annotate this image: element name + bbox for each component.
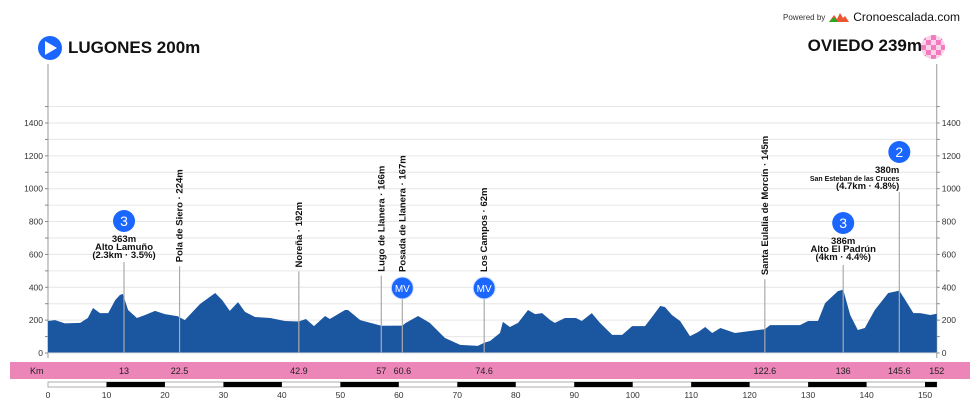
y-tick-label-left: 800 <box>29 217 43 227</box>
y-tick-label-left: 1000 <box>24 184 43 194</box>
x-tick-label: 90 <box>569 390 579 400</box>
start-label: LUGONES 200m <box>68 38 201 57</box>
y-tick-label-left: 200 <box>29 315 43 325</box>
y-tick-label-right: 1400 <box>942 118 961 128</box>
scale-segment <box>223 382 282 387</box>
x-tick-label: 40 <box>277 390 287 400</box>
km-mark: 152 <box>929 366 944 376</box>
km-mark: 145.6 <box>888 366 911 376</box>
x-tick-label: 0 <box>46 390 51 400</box>
y-tick-label-right: 400 <box>942 282 956 292</box>
x-tick-label: 60 <box>394 390 404 400</box>
y-tick-label-right: 0 <box>942 348 947 358</box>
climb-detail: (4km · 4.4%) <box>815 252 870 263</box>
y-tick-label-left: 600 <box>29 249 43 259</box>
scale-segment <box>691 382 750 387</box>
y-tick-label-right: 200 <box>942 315 956 325</box>
y-tick-label-left: 400 <box>29 282 43 292</box>
x-tick-label: 10 <box>102 390 112 400</box>
checkered-flag-icon <box>921 35 945 59</box>
climb-altitude: 386m <box>831 236 855 247</box>
km-mark: 60.6 <box>394 366 412 376</box>
climb-category-badge <box>113 210 136 232</box>
waypoint-label: Noreña · 192m <box>294 202 305 267</box>
km-band-label: Km <box>30 366 44 376</box>
km-mark: 13 <box>119 366 129 376</box>
waypoint-label: Santa Eulalia de Morcín · 145m <box>760 136 771 275</box>
sprint-badge-label: MV <box>395 284 410 295</box>
climb-altitude: 380m <box>875 165 899 176</box>
y-tick-label-left: 1400 <box>24 118 43 128</box>
climb-category-label: 2 <box>895 144 903 160</box>
x-tick-label: 80 <box>511 390 521 400</box>
start-header: LUGONES 200m <box>38 36 200 60</box>
brand-name: Cronoescalada.com <box>853 10 960 24</box>
km-mark: 74.6 <box>475 366 493 376</box>
km-band <box>10 362 970 379</box>
climb-detail: (4.7km · 4.8%) <box>836 181 899 192</box>
play-arrow-icon <box>38 36 62 60</box>
km-mark: 22.5 <box>171 366 189 376</box>
climb-name: Alto El Padrún <box>810 244 876 255</box>
elevation-profile-area <box>48 289 937 353</box>
x-tick-label: 130 <box>801 390 815 400</box>
scale-segment <box>106 382 165 387</box>
y-tick-label-left: 1200 <box>24 151 43 161</box>
y-tick-label-right: 600 <box>942 249 956 259</box>
climb-altitude: 363m <box>112 234 136 245</box>
scale-segment <box>808 382 867 387</box>
sprint-badge <box>390 276 414 300</box>
x-tick-label: 30 <box>219 390 229 400</box>
scale-segment <box>925 382 937 387</box>
sprint-badge <box>472 276 496 300</box>
finish-label: OVIEDO 239m <box>807 36 922 55</box>
scale-segment <box>574 382 633 387</box>
waypoint-label: Lugo de Llanera · 166m <box>376 166 387 272</box>
x-tick-label: 100 <box>626 390 640 400</box>
x-tick-label: 150 <box>918 390 932 400</box>
powered-by-label: Powered by <box>783 12 826 22</box>
waypoint-label: Los Campos · 62m <box>479 188 490 272</box>
y-tick-label-left: 0 <box>38 348 43 358</box>
y-tick-label-right: 1000 <box>942 184 961 194</box>
climb-name: San Esteban de las Cruces <box>810 176 900 183</box>
km-mark: 42.9 <box>290 366 308 376</box>
x-tick-label: 20 <box>160 390 170 400</box>
km-mark: 136 <box>836 366 851 376</box>
climb-category-badge <box>832 212 855 234</box>
km-mark: 57 <box>376 366 386 376</box>
waypoint-label: Pola de Siero · 224m <box>175 169 186 262</box>
sprint-badge-label: MV <box>477 284 492 295</box>
x-tick-label: 110 <box>684 390 698 400</box>
mountain-logo-icon <box>829 13 850 22</box>
x-tick-label: 120 <box>743 390 757 400</box>
waypoint-label: Posada de Llanera · 167m <box>397 155 408 272</box>
x-tick-label: 50 <box>336 390 346 400</box>
climb-category-label: 3 <box>120 213 128 229</box>
climb-detail: (2.3km · 3.5%) <box>92 250 155 261</box>
powered-by[interactable]: Powered by Cronoescalada.com <box>783 10 960 24</box>
y-tick-label-right: 800 <box>942 217 956 227</box>
climb-category-label: 3 <box>839 215 847 231</box>
x-tick-label: 70 <box>453 390 463 400</box>
x-tick-label: 140 <box>859 390 873 400</box>
y-tick-label-right: 1200 <box>942 151 961 161</box>
climb-name: Alto Lamuño <box>95 242 153 253</box>
scale-segment <box>457 382 516 387</box>
climb-category-badge <box>888 141 911 163</box>
km-mark: 122.6 <box>754 366 777 376</box>
scale-segment <box>340 382 399 387</box>
